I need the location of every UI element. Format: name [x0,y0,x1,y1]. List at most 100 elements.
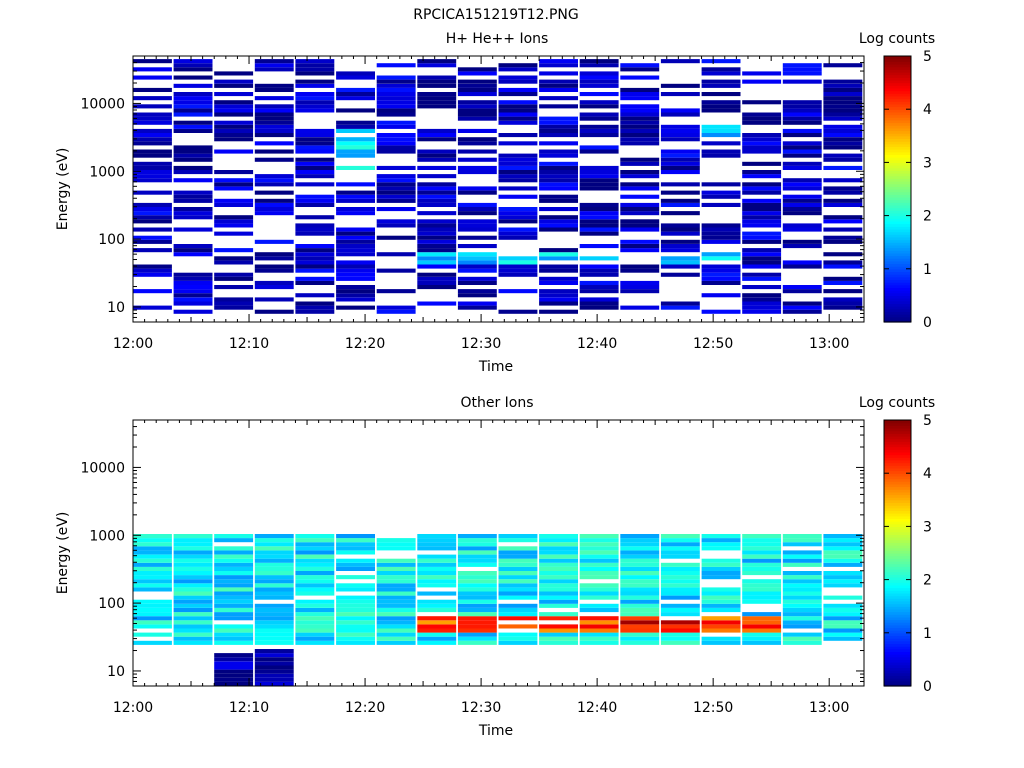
colorbar-step [884,157,911,161]
heatmap-cell [579,128,619,133]
heatmap-cell [620,305,660,310]
colorbar-step [884,252,911,257]
heatmap-cell [579,145,619,150]
heatmap-cell [214,260,254,265]
heatmap-cell [823,289,863,294]
heatmap-cell [701,640,741,645]
colorbar-step [884,513,911,517]
colorbar-step [884,199,911,203]
heatmap-cell [782,153,822,158]
heatmap-cell [579,268,619,273]
y-tick-label: 10 [107,664,125,680]
heatmap-cell [660,83,700,88]
heatmap-cell [173,96,213,101]
heatmap-cell [579,75,619,80]
heatmap-cell [417,198,457,203]
heatmap-cell [579,174,619,179]
heatmap-cell [457,170,497,175]
y-tick-label: 1000 [89,164,125,180]
heatmap-cell [579,636,619,641]
y-axis: 10 100 1000 10000 [80,419,864,687]
heatmap-cell [254,104,294,109]
heatmap-cell [173,301,213,306]
heatmap-cell [214,133,254,138]
heatmap-cell [376,562,416,567]
x-axis-label: Time [478,723,513,739]
colorbar-step [884,643,911,647]
heatmap-cell [742,272,782,277]
heatmap-cell [133,59,172,64]
heatmap-cell [295,244,335,249]
heatmap-cell [660,231,700,236]
heatmap-cell [701,92,741,97]
heatmap-cell [295,100,335,105]
heatmap-cell [823,87,863,92]
heatmap-cell [417,83,457,88]
heatmap-cell [457,112,497,117]
heatmap-cell [660,248,700,253]
heatmap-cell [133,264,172,269]
heatmap-cell [660,260,700,265]
heatmap-cell [782,100,822,105]
colorbar-step [884,173,911,177]
heatmap-cell [214,603,254,608]
heatmap-cell [579,219,619,224]
colorbar-tick-label: 5 [923,49,932,65]
heatmap-cell [620,194,660,199]
heatmap-cell [295,603,335,608]
heatmap-cell [539,587,578,592]
heatmap-cell [336,628,375,633]
heatmap-cell [254,591,294,596]
heatmap-cell [823,104,863,109]
heatmap-cell [376,616,416,621]
heatmap-cell [214,550,254,555]
heatmap-cell [782,587,822,592]
heatmap-cell [295,223,335,228]
heatmap-cell [173,248,213,253]
heatmap-cell [133,128,172,133]
heatmap-cell [254,124,294,129]
colorbar-tick-label: 4 [923,466,932,482]
heatmap-cell [498,227,538,232]
colorbar-step [884,478,911,482]
heatmap-cell [782,309,822,314]
heatmap-cell [214,669,254,674]
heatmap-cell [336,550,375,555]
heatmap-cell [660,244,700,249]
heatmap-cell [214,653,254,658]
heatmap-cell [214,566,254,571]
heatmap-cell [295,280,335,285]
heatmap-cell [254,669,294,674]
colorbar-step [884,56,911,60]
heatmap-cell [579,289,619,294]
heatmap-cell [417,92,457,97]
heatmap-cell [579,264,619,269]
colorbar-step [884,95,911,100]
colorbar-step [884,616,911,621]
heatmap-cell [295,612,335,617]
heatmap-cell [417,149,457,154]
heatmap-cell [457,268,497,273]
heatmap-cell [620,591,660,596]
heatmap-cell [254,59,294,64]
colorbar-step [884,563,911,567]
heatmap-cell [782,223,822,228]
heatmap-cell [498,161,538,166]
heatmap-cell [823,260,863,265]
heatmap-cell [376,92,416,97]
heatmap-cell [539,603,578,608]
heatmap-cell [457,202,497,207]
heatmap-cell [457,186,497,191]
heatmap-cell [214,231,254,236]
heatmap-cell [417,202,457,207]
heatmap-cell [295,599,335,604]
heatmap-cell [498,272,538,277]
heatmap-cell [539,624,578,629]
heatmap-cell [417,182,457,187]
heatmap-cell [336,534,375,539]
heatmap-cell [254,174,294,179]
heatmap-cell [417,579,457,584]
heatmap-cell [336,293,375,298]
panel-title: H+ He++ Ions [446,31,549,47]
